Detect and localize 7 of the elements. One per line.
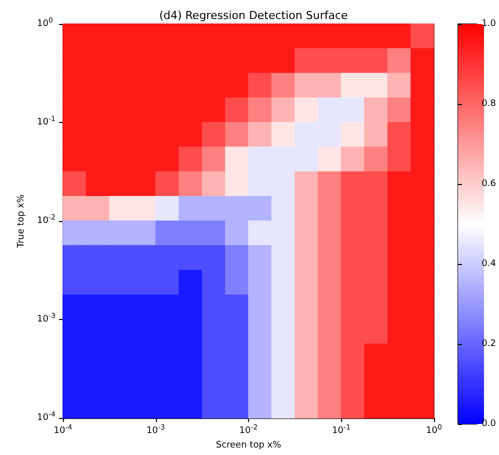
color-bar-label: 1.0 xyxy=(482,19,496,29)
y-axis-title: True top x% xyxy=(16,194,27,249)
color-bar-label: 0.4 xyxy=(482,259,496,269)
color-bar-label: 0.0 xyxy=(482,419,496,429)
chart-title: (d4) Regression Detection Surface xyxy=(159,9,348,22)
x-axis-title: Screen top x% xyxy=(216,440,282,450)
color-bar-label: 0.6 xyxy=(482,179,496,189)
